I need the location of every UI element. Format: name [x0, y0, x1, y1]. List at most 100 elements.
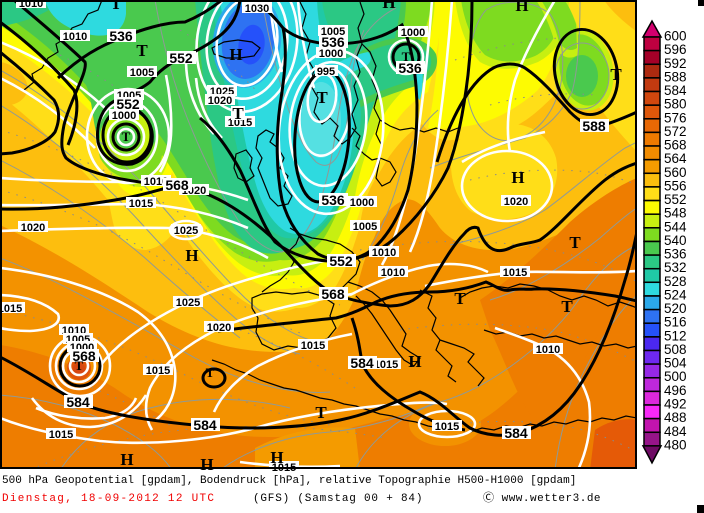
- svg-text:1025: 1025: [176, 297, 200, 309]
- svg-text:H: H: [515, 0, 528, 15]
- svg-text:1025: 1025: [174, 225, 198, 237]
- svg-text:Dienstag, 18-09-2012 12 UTC: Dienstag, 18-09-2012 12 UTC: [2, 493, 215, 505]
- svg-text:T: T: [206, 365, 215, 380]
- svg-text:1010: 1010: [372, 247, 396, 259]
- svg-text:532: 532: [664, 260, 687, 275]
- svg-text:524: 524: [664, 288, 687, 303]
- svg-text:1010: 1010: [381, 267, 405, 279]
- svg-text:1015: 1015: [146, 365, 170, 377]
- svg-text:512: 512: [664, 328, 687, 343]
- svg-text:508: 508: [664, 342, 687, 357]
- svg-text:588: 588: [664, 69, 687, 84]
- svg-text:1020: 1020: [21, 222, 45, 234]
- svg-text:584: 584: [664, 83, 687, 98]
- svg-text:588: 588: [582, 118, 606, 134]
- svg-text:536: 536: [321, 192, 345, 208]
- svg-text:568: 568: [321, 286, 345, 302]
- svg-text:Ⓒ www.wetter3.de: Ⓒ www.wetter3.de: [483, 491, 601, 505]
- svg-text:1010: 1010: [536, 344, 560, 356]
- svg-text:T: T: [316, 88, 328, 107]
- svg-text:1015: 1015: [301, 340, 325, 352]
- svg-text:H: H: [511, 168, 524, 187]
- svg-text:484: 484: [664, 424, 687, 439]
- svg-text:536: 536: [321, 34, 345, 50]
- svg-text:1020: 1020: [207, 322, 231, 334]
- svg-text:552: 552: [169, 50, 193, 66]
- svg-text:1015: 1015: [49, 429, 73, 441]
- svg-text:488: 488: [664, 410, 687, 425]
- svg-text:584: 584: [350, 355, 374, 371]
- svg-text:1015: 1015: [129, 198, 153, 210]
- svg-text:560: 560: [664, 165, 687, 180]
- svg-text:1030: 1030: [245, 3, 269, 15]
- svg-text:568: 568: [165, 177, 189, 193]
- svg-text:1000: 1000: [401, 27, 425, 39]
- svg-text:T: T: [315, 403, 327, 422]
- svg-text:544: 544: [664, 219, 687, 234]
- svg-text:568: 568: [72, 348, 96, 364]
- svg-text:1015: 1015: [0, 303, 22, 315]
- svg-text:600: 600: [664, 29, 687, 44]
- svg-text:1000: 1000: [112, 110, 136, 122]
- svg-text:480: 480: [664, 437, 687, 452]
- svg-text:596: 596: [664, 42, 687, 57]
- svg-text:1000: 1000: [319, 48, 343, 60]
- svg-text:H: H: [382, 0, 395, 12]
- svg-text:584: 584: [193, 417, 217, 433]
- svg-text:528: 528: [664, 274, 687, 289]
- svg-text:552: 552: [329, 253, 353, 269]
- svg-text:568: 568: [664, 138, 687, 153]
- svg-text:496: 496: [664, 383, 687, 398]
- svg-text:1000: 1000: [350, 197, 374, 209]
- svg-text:(GFS) (Samstag 00 + 84): (GFS) (Samstag 00 + 84): [253, 493, 423, 505]
- svg-text:T: T: [454, 289, 466, 308]
- svg-text:H: H: [229, 45, 242, 64]
- svg-text:548: 548: [664, 206, 687, 221]
- svg-text:576: 576: [664, 110, 687, 125]
- svg-text:536: 536: [664, 247, 687, 262]
- svg-text:500: 500: [664, 369, 687, 384]
- svg-text:1010: 1010: [63, 31, 87, 43]
- svg-text:1020: 1020: [208, 95, 232, 107]
- svg-text:580: 580: [664, 97, 687, 112]
- svg-text:T: T: [75, 358, 84, 373]
- svg-text:H: H: [200, 455, 213, 474]
- svg-text:H: H: [408, 352, 421, 371]
- svg-text:T: T: [122, 129, 131, 144]
- svg-text:492: 492: [664, 397, 687, 412]
- svg-text:995: 995: [317, 66, 335, 78]
- svg-text:1015: 1015: [503, 267, 527, 279]
- svg-text:1015: 1015: [374, 359, 398, 371]
- svg-text:H: H: [120, 450, 133, 469]
- svg-text:536: 536: [398, 60, 422, 76]
- svg-text:T: T: [569, 233, 581, 252]
- svg-text:H: H: [185, 246, 198, 265]
- svg-text:T: T: [402, 49, 411, 64]
- svg-text:592: 592: [664, 56, 687, 71]
- svg-text:584: 584: [504, 425, 528, 441]
- svg-text:516: 516: [664, 315, 687, 330]
- svg-text:1005: 1005: [130, 67, 154, 79]
- svg-text:T: T: [610, 65, 622, 84]
- svg-text:T: T: [110, 0, 122, 13]
- svg-text:1010: 1010: [144, 176, 168, 188]
- svg-text:536: 536: [109, 28, 133, 44]
- svg-text:1010: 1010: [19, 0, 43, 10]
- svg-text:552: 552: [116, 96, 140, 112]
- svg-text:1020: 1020: [504, 196, 528, 208]
- svg-text:556: 556: [664, 178, 687, 193]
- svg-text:504: 504: [664, 356, 687, 371]
- svg-text:572: 572: [664, 124, 687, 139]
- svg-text:H: H: [270, 448, 283, 467]
- svg-text:584: 584: [66, 394, 90, 410]
- svg-text:520: 520: [664, 301, 687, 316]
- svg-text:564: 564: [664, 151, 687, 166]
- svg-text:T: T: [561, 297, 573, 316]
- svg-text:552: 552: [664, 192, 687, 207]
- svg-text:1005: 1005: [353, 221, 377, 233]
- svg-text:540: 540: [664, 233, 687, 248]
- svg-text:1015: 1015: [435, 421, 459, 433]
- svg-text:500 hPa Geopotential [gpdam],: 500 hPa Geopotential [gpdam], Bodendruck…: [2, 475, 576, 487]
- svg-text:T: T: [232, 104, 244, 123]
- svg-text:T: T: [136, 41, 148, 60]
